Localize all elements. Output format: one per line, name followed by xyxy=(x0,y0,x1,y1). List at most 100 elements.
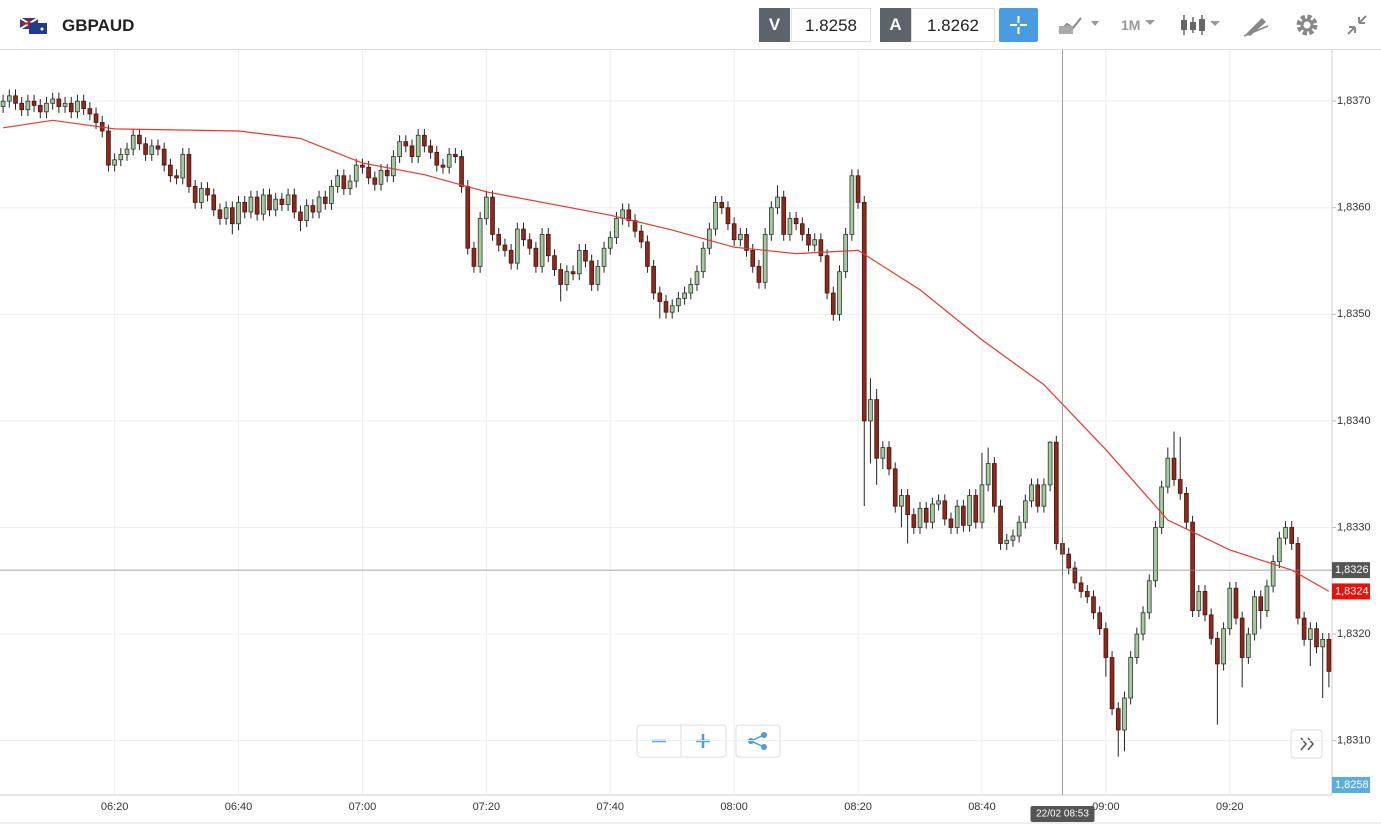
candle-body xyxy=(477,217,483,267)
candle-body xyxy=(812,239,818,246)
candle-body xyxy=(118,154,124,161)
candle-body xyxy=(211,194,217,211)
candle-body xyxy=(1041,484,1047,507)
candle-body xyxy=(570,271,576,275)
candle-body xyxy=(694,271,700,285)
candle-body xyxy=(874,399,879,459)
candle-body xyxy=(415,134,421,157)
candle-body xyxy=(1314,628,1319,648)
candle-body xyxy=(6,95,12,102)
x-tick-label: 07:20 xyxy=(473,801,501,813)
y-tick-label: 1,8330 xyxy=(1337,521,1371,533)
candle-body xyxy=(459,156,464,187)
candle-body xyxy=(725,207,731,225)
candle-body xyxy=(1215,637,1220,665)
candle-body xyxy=(638,230,644,243)
candle-body xyxy=(1128,657,1133,699)
candle-body xyxy=(192,186,198,203)
candle-body xyxy=(861,202,867,422)
candle-body xyxy=(1159,486,1164,528)
candle-body xyxy=(112,159,117,166)
candle-body xyxy=(793,217,799,225)
candle-body xyxy=(514,228,520,264)
candle-body xyxy=(329,186,334,204)
crosshair-button[interactable] xyxy=(999,8,1038,42)
candle-body xyxy=(719,202,725,209)
candle-body xyxy=(384,170,390,177)
candle-body xyxy=(1134,633,1140,658)
candle-body xyxy=(527,239,533,249)
candle-body xyxy=(1184,492,1189,523)
candle-body xyxy=(143,143,148,155)
candle-body xyxy=(713,202,718,230)
chart-type-button[interactable] xyxy=(1055,12,1105,38)
candle-body xyxy=(434,151,440,166)
candle-body xyxy=(1190,521,1195,612)
candle-body xyxy=(738,233,743,241)
candle-body xyxy=(942,500,948,520)
candle-body xyxy=(1307,628,1313,640)
candle-body xyxy=(1004,539,1010,544)
collapse-button[interactable] xyxy=(1344,12,1370,38)
y-tick-label: 1,8370 xyxy=(1337,95,1371,107)
candle-body xyxy=(645,241,650,267)
candle-body xyxy=(242,202,248,213)
ask-label[interactable]: A xyxy=(880,8,911,42)
candle-body xyxy=(285,194,291,205)
candle-body xyxy=(967,495,972,526)
candle-body xyxy=(291,194,297,213)
bid-label[interactable]: V xyxy=(759,8,790,42)
candle-body xyxy=(1258,596,1264,612)
candle-body xyxy=(1270,561,1276,587)
candle-body xyxy=(787,217,793,235)
candle-body xyxy=(372,177,378,185)
flag-icon xyxy=(20,18,47,34)
crosshair-y-badge xyxy=(1332,562,1370,579)
candle-body xyxy=(490,196,495,235)
ma-badge xyxy=(1332,583,1370,600)
candle-style-button[interactable] xyxy=(1178,12,1224,38)
candle-body xyxy=(676,297,681,307)
candle-body xyxy=(1171,457,1177,480)
candle-body xyxy=(620,209,625,219)
settings-button[interactable] xyxy=(1294,12,1320,38)
candle-body xyxy=(217,209,223,219)
candle-body xyxy=(539,233,545,267)
candle-body xyxy=(973,495,979,523)
candle-body xyxy=(161,148,167,166)
timeframe[interactable]: 1M xyxy=(1121,17,1141,33)
candle-body xyxy=(56,98,62,107)
candle-body xyxy=(236,202,241,225)
candle-body xyxy=(341,175,347,189)
draw-button[interactable] xyxy=(1242,12,1270,38)
x-tick-label: 07:40 xyxy=(596,801,624,813)
candle-body xyxy=(1246,633,1251,658)
candle-body xyxy=(1233,587,1239,619)
candle-body xyxy=(769,207,774,235)
candle-body xyxy=(830,292,836,315)
candle-body xyxy=(731,223,737,241)
candle-body xyxy=(651,265,656,294)
candle-body xyxy=(230,207,235,225)
bid-price[interactable]: 1.8258 xyxy=(791,8,871,42)
candle-body xyxy=(1326,638,1332,672)
candle-body xyxy=(1097,612,1102,630)
candle-body xyxy=(992,463,997,507)
candle-body xyxy=(378,170,384,185)
candle-body xyxy=(260,194,266,215)
candle-body xyxy=(1289,527,1295,544)
moving-average-line xyxy=(3,119,1330,592)
candle-body xyxy=(1066,553,1072,569)
candle-body xyxy=(484,196,489,219)
candle-body xyxy=(44,102,49,113)
candle-body xyxy=(564,271,570,285)
candle-body xyxy=(1239,617,1245,658)
ask-price[interactable]: 1.8262 xyxy=(911,8,995,42)
candle-body xyxy=(979,484,985,523)
candle-body xyxy=(1029,484,1034,502)
candle-body xyxy=(130,134,136,150)
timeframe-arrow[interactable] xyxy=(1144,18,1156,28)
x-tick-label: 07:00 xyxy=(349,801,377,813)
candle-body xyxy=(199,188,204,203)
candle-body xyxy=(892,468,898,507)
